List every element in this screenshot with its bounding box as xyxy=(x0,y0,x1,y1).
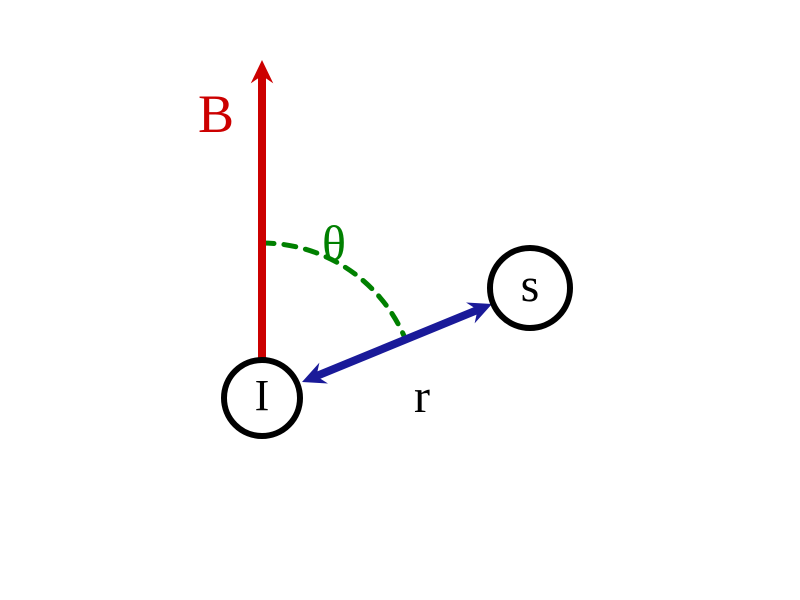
diagram-svg: θ Br Is xyxy=(0,0,800,600)
node-label-S: s xyxy=(521,259,540,312)
angle-label-theta: θ xyxy=(322,215,346,271)
node-label-I: I xyxy=(255,371,270,420)
physics-diagram: θ Br Is xyxy=(0,0,800,600)
vector-label-B: B xyxy=(198,84,234,144)
vector-label-r: r xyxy=(414,370,430,423)
